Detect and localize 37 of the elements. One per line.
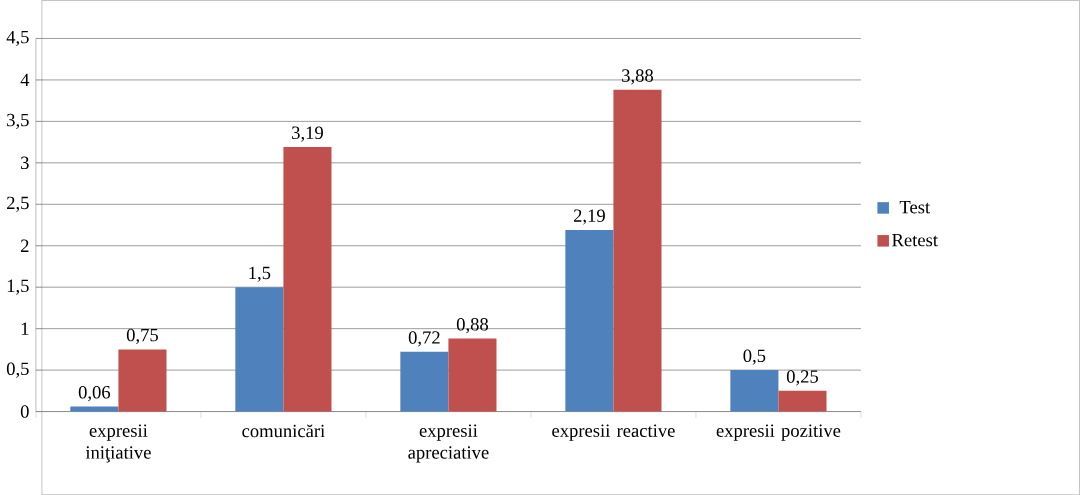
data-label: 0,75 <box>126 328 158 344</box>
y-tick-label: 4,5 <box>6 30 29 46</box>
bar <box>235 287 284 412</box>
bar <box>118 349 167 412</box>
data-label: 0,06 <box>78 385 111 402</box>
x-tick-label: expresii reactive <box>552 424 675 441</box>
bar <box>283 146 332 412</box>
y-tick-label: 2,5 <box>7 196 29 212</box>
bar <box>565 229 614 412</box>
bar <box>400 351 449 412</box>
x-tick-label: comunicări <box>242 424 325 438</box>
y-tick-label: 3 <box>21 156 29 169</box>
data-label: 0,5 <box>743 349 766 365</box>
bar <box>613 89 662 412</box>
x-tick-label: expresii iniţiative <box>85 424 151 463</box>
data-label: 3,88 <box>622 69 654 85</box>
bar <box>70 406 119 412</box>
data-label: 3,19 <box>292 126 323 142</box>
y-tick-label: 3,5 <box>7 113 29 129</box>
bar <box>448 338 497 412</box>
data-label: 1,5 <box>249 266 271 282</box>
x-tick-label: expresii apreciative <box>408 424 489 463</box>
y-tick-label: 1,5 <box>7 279 29 295</box>
data-label: 2,19 <box>573 209 605 225</box>
y-tick-label: 1 <box>21 322 29 335</box>
y-tick-label: 4 <box>20 73 30 86</box>
data-label: 0,88 <box>456 317 489 334</box>
y-tick-label: 0 <box>20 405 29 418</box>
legend-label: Test <box>899 200 931 214</box>
y-tick-label: 0,5 <box>6 362 29 378</box>
bar <box>730 370 779 412</box>
x-tick-label: expresii pozitive <box>716 424 841 441</box>
y-tick-label: 2 <box>20 239 29 252</box>
bar <box>778 390 827 412</box>
data-label: 0,25 <box>786 370 819 386</box>
data-label: 0,72 <box>408 331 440 347</box>
legend-label: Retest <box>892 233 938 247</box>
